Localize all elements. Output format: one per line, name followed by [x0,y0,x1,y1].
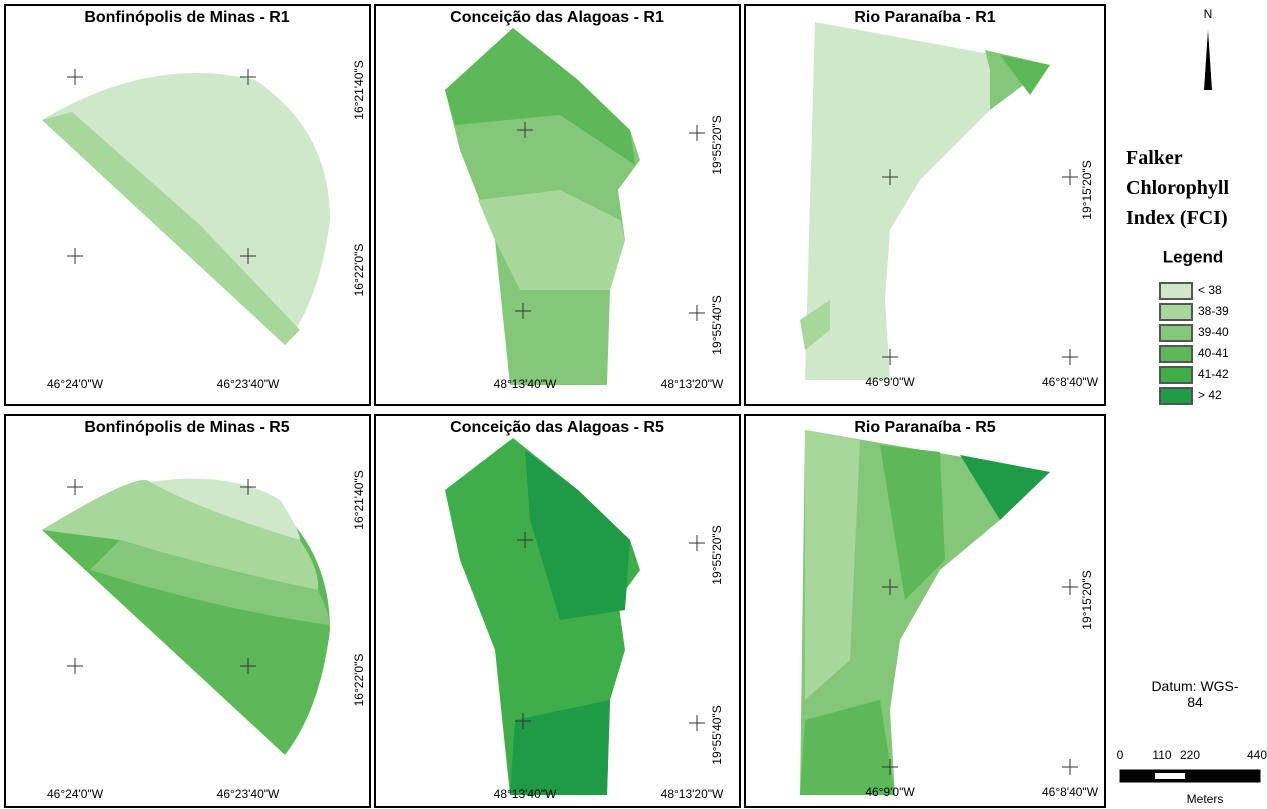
latitude-label: 16°21'40"S [352,60,366,119]
scale-label: 0 [1117,748,1124,762]
legend-label: < 38 [1198,283,1222,297]
north-label: N [1204,7,1213,21]
map-zones [42,22,1050,795]
legend-label: 39-40 [1198,325,1229,339]
legend-swatch [1160,367,1192,383]
longitude-label: 48°13'40"W [494,377,557,391]
latitude-label: 16°22'0"S [352,654,366,707]
scale-bar [1120,770,1260,782]
legend-swatch [1160,304,1192,320]
legend-swatch [1160,388,1192,404]
panel-title: Rio Paranaíba - R1 [854,9,995,26]
scale-label: 440 [1247,748,1267,762]
longitude-label: 48°13'20"W [661,787,724,801]
legend-label: 41-42 [1198,367,1229,381]
longitude-label: 46°24'0"W [47,787,104,801]
longitude-label: 46°8'40"W [1042,375,1099,389]
scale-unit: Meters [1187,792,1224,806]
latitude-label: 19°15'20"S [1080,570,1094,629]
longitude-label: 46°23'40"W [217,787,280,801]
latitude-label: 16°22'0"S [352,244,366,297]
latitude-label: 19°55'40"S [710,295,724,354]
longitude-label: 48°13'40"W [494,787,557,801]
latitude-label: 16°21'40"S [352,470,366,529]
map-page: Bonfinópolis de Minas - R1 46°24'0"W 46°23… [0,0,1267,809]
latitude-label: 19°55'20"S [710,115,724,174]
map-figure: Bonfinópolis de Minas - R1 46°24'0"W 46°23… [0,0,1267,809]
longitude-label: 46°9'0"W [865,375,915,389]
north-arrow [1204,30,1212,90]
longitude-label: 46°8'40"W [1042,785,1099,799]
legend-label: 38-39 [1198,304,1229,318]
panel-title: Rio Paranaíba - R5 [854,419,995,436]
legend-title: Legend [1163,247,1223,266]
legend-swatch [1160,325,1192,341]
latitude-label: 19°15'20"S [1080,160,1094,219]
latitude-label: 19°55'20"S [710,525,724,584]
legend-swatch [1160,346,1192,362]
legend-label: 40-41 [1198,346,1229,360]
panel-title: Conceição das Alagoas - R5 [450,419,664,436]
datum: Datum: WGS-84 [1150,678,1240,710]
panel-title: Bonfinópolis de Minas - R1 [84,9,289,26]
latitude-label: 19°55'40"S [710,705,724,764]
panel-title: Conceição das Alagoas - R1 [450,9,664,26]
scale-label: 220 [1180,748,1200,762]
scale-label: 110 [1152,748,1171,762]
longitude-label: 48°13'20"W [661,377,724,391]
legend-swatch [1160,283,1192,299]
panel-title: Bonfinópolis de Minas - R5 [84,419,289,436]
longitude-label: 46°24'0"W [47,377,104,391]
longitude-label: 46°9'0"W [865,785,915,799]
longitude-label: 46°23'40"W [217,377,280,391]
legend-label: > 42 [1198,388,1222,402]
fci-title: Falker Chlorophyll Index (FCI) [1126,143,1256,233]
